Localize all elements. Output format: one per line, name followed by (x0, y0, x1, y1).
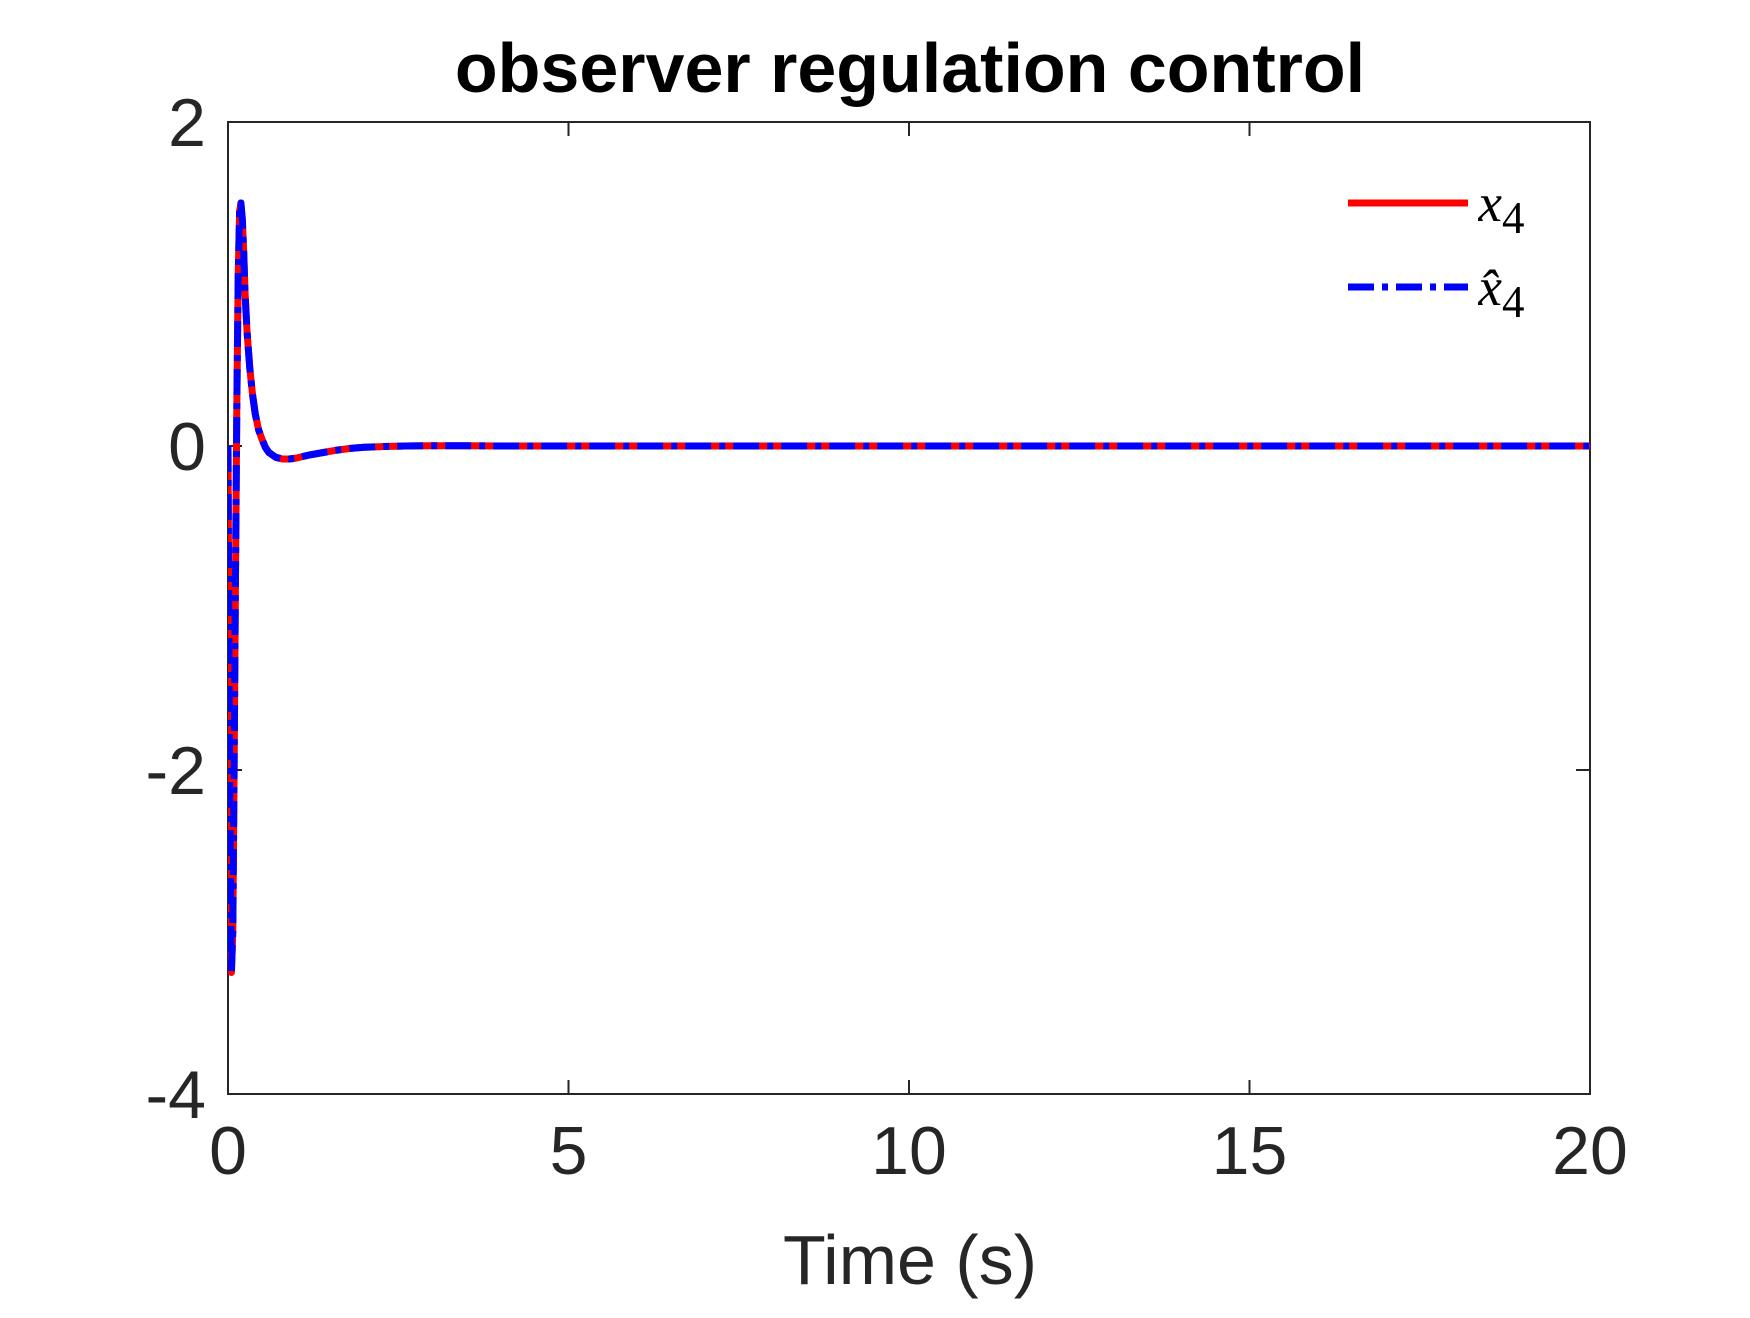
series-group (228, 199, 1590, 976)
y-tick-label: 2 (168, 85, 206, 161)
legend-entry-label: x̂4 (1478, 257, 1525, 327)
series-line-1 (228, 199, 1590, 976)
y-tick-label: -2 (146, 733, 206, 809)
x-axis-label: Time (s) (782, 1221, 1038, 1299)
legend-label-1: x̂4 (1478, 257, 1525, 327)
x-tick-label: 15 (1212, 1113, 1288, 1189)
y-tick-label: -4 (146, 1057, 206, 1133)
axes-box (227, 121, 1591, 1095)
x-tick-label: 20 (1552, 1113, 1628, 1189)
x-tick-label: 5 (550, 1113, 588, 1189)
legend-entry-label: x4 (1478, 173, 1525, 243)
legend-label-0: x4 (1478, 173, 1525, 243)
y-tick-label: 0 (168, 409, 206, 485)
x-tick-label: 0 (209, 1113, 247, 1189)
x-tick-label: 10 (871, 1113, 947, 1189)
chart-title: observer regulation control (454, 29, 1366, 107)
